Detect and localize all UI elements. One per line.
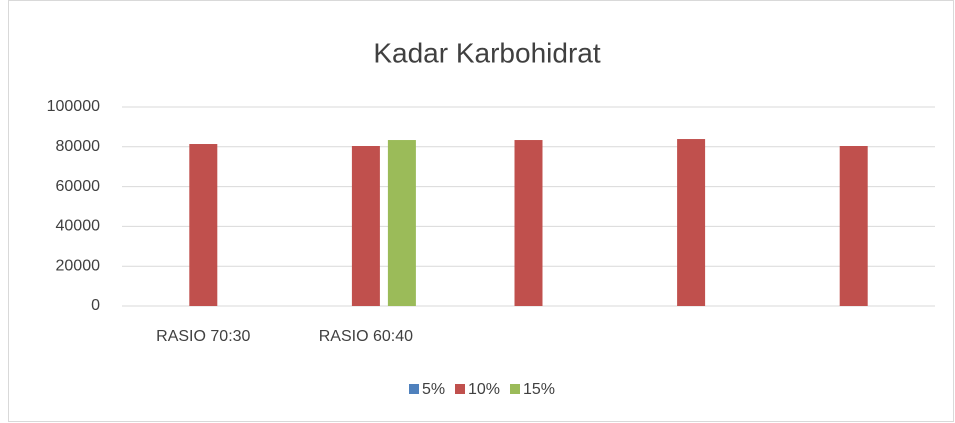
legend-swatch bbox=[455, 384, 465, 394]
legend-swatch bbox=[510, 384, 520, 394]
x-tick-label: RASIO 70:30 bbox=[156, 328, 250, 345]
legend-label: 5% bbox=[422, 381, 445, 398]
bar bbox=[839, 146, 868, 306]
bar bbox=[514, 140, 543, 306]
y-tick-label: 60000 bbox=[56, 178, 101, 195]
y-tick-label: 40000 bbox=[56, 218, 101, 235]
y-tick-label: 0 bbox=[91, 297, 100, 314]
chart-title: Kadar Karbohidrat bbox=[373, 37, 600, 68]
y-tick-label: 20000 bbox=[56, 257, 101, 274]
bar bbox=[351, 146, 380, 306]
y-tick-label: 100000 bbox=[47, 98, 100, 115]
legend-label: 10% bbox=[468, 381, 500, 398]
bar bbox=[677, 139, 706, 306]
x-tick-label: RASIO 60:40 bbox=[319, 328, 413, 345]
bar bbox=[189, 144, 218, 306]
legend-swatch bbox=[409, 384, 419, 394]
chart-frame bbox=[8, 0, 954, 422]
y-tick-label: 80000 bbox=[56, 138, 101, 155]
legend-label: 15% bbox=[523, 381, 555, 398]
bar bbox=[387, 140, 416, 306]
